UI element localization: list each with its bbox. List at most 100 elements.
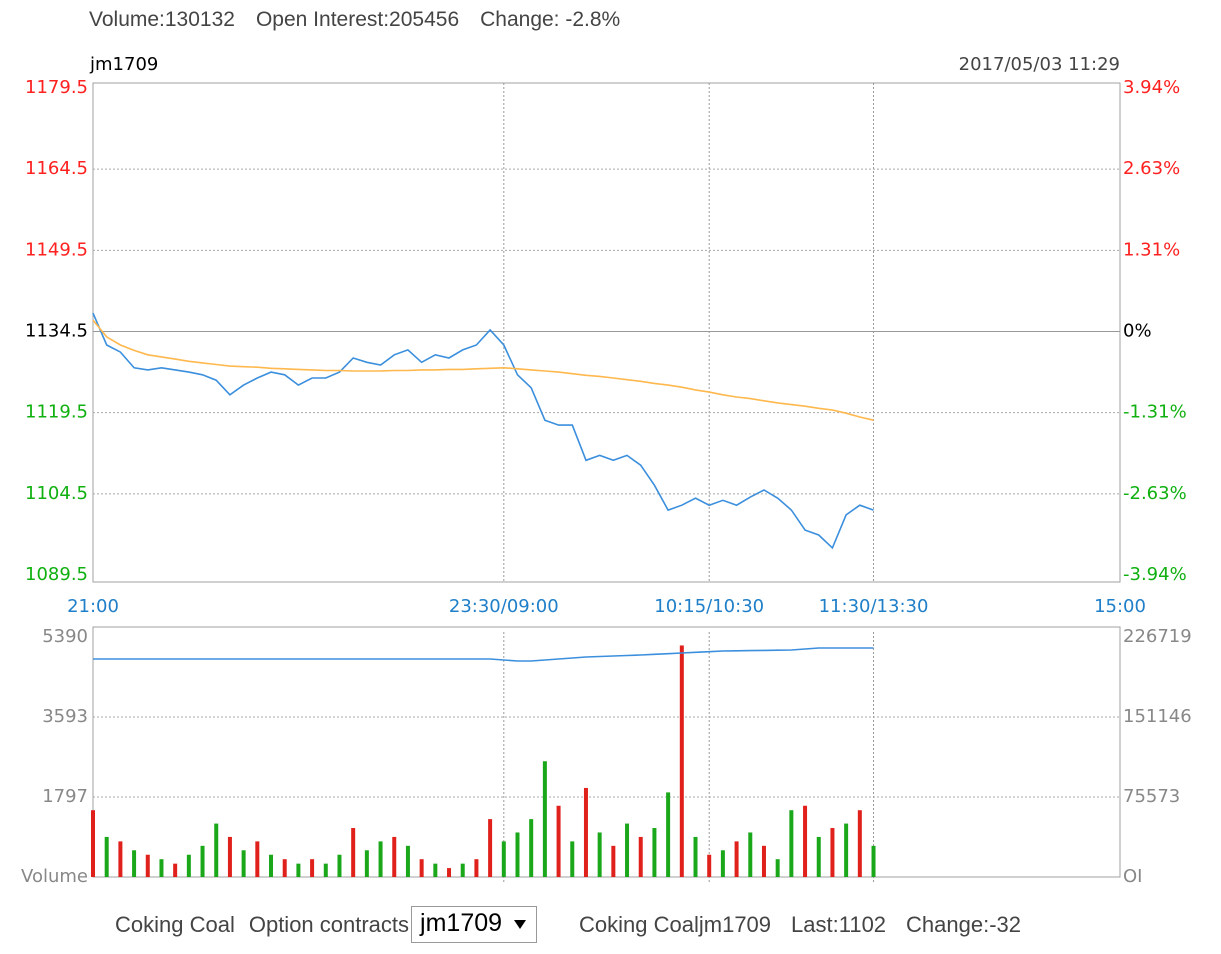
volume-bar [433, 863, 438, 877]
y-tick-label: Volume [21, 866, 88, 887]
y2-tick-label: 2.63% [1123, 158, 1180, 179]
line [92, 319, 874, 421]
y2-tick-label: 75573 [1123, 786, 1180, 807]
volume-bar [145, 854, 150, 877]
volume-bar [296, 863, 301, 877]
volume-bar [803, 805, 808, 877]
change: Change:-32 [906, 911, 1022, 937]
volume-bar [707, 854, 712, 877]
option-label: Option contracts [248, 911, 410, 937]
volume-bar [748, 832, 753, 877]
volume-bar [871, 845, 876, 877]
volume-bar [679, 645, 684, 877]
volume-bar [310, 859, 315, 877]
timestamp: 2017/05/03 11:29 [959, 54, 1120, 75]
volume-bar [652, 828, 657, 877]
y-tick-label: 1089.5 [25, 564, 88, 585]
y-tick-label: 1104.5 [25, 483, 88, 504]
line [93, 647, 874, 662]
volume-bar [378, 841, 383, 877]
volume-bar [214, 823, 219, 877]
y-tick-label: 1119.5 [25, 402, 88, 423]
volume-bar [364, 850, 369, 877]
volume-bar [816, 836, 821, 877]
y2-tick-label: -2.63% [1123, 483, 1187, 504]
volume-bar [227, 836, 232, 877]
y2-tick-label: 1.31% [1123, 240, 1180, 261]
volume-bar [392, 836, 397, 877]
x-tick-label: 15:00 [1094, 596, 1146, 617]
volume-bar [844, 823, 849, 877]
change: Change: -2.8% [480, 8, 621, 31]
volume-bar [556, 805, 561, 877]
y-tick-label: 1797 [42, 786, 88, 807]
price-frame [92, 82, 1121, 583]
volume-bar [460, 863, 465, 877]
volume-bar [186, 854, 191, 877]
volume-bar [488, 819, 493, 877]
x-tick-label: 11:30/13:30 [819, 596, 929, 617]
volume-bar [857, 810, 862, 877]
line [92, 312, 874, 550]
volume-bar [173, 863, 178, 877]
volume-bar [104, 836, 109, 877]
y-tick-label: 1179.5 [25, 77, 88, 98]
volume-bar [625, 823, 630, 877]
volume-bar [323, 863, 328, 877]
y2-tick-label: 3.94% [1123, 77, 1180, 98]
y2-tick-label: 226719 [1123, 626, 1192, 647]
volume-bar [529, 819, 534, 877]
volume-bar [91, 810, 95, 877]
y-tick-label: 1164.5 [25, 158, 88, 179]
volume-bar [282, 859, 287, 877]
last: Last:1102 [791, 911, 887, 937]
x-tick-label: 23:30/09:00 [449, 596, 559, 617]
volume-bar [638, 836, 643, 877]
volume-bar [734, 841, 739, 877]
volume-bar [405, 845, 410, 877]
contract-name: Coking Coaljm1709 [579, 911, 772, 937]
x-tick-label: 21:00 [67, 596, 119, 617]
volume-bar [597, 832, 602, 877]
y-tick-label: 1149.5 [25, 239, 88, 260]
y2-tick-label: -1.31% [1123, 401, 1187, 422]
volume-bar [775, 859, 780, 877]
y-tick-label: 1134.5 [25, 321, 88, 342]
volume-bar [789, 810, 794, 877]
volume-bar [159, 859, 164, 877]
contract-select[interactable]: jm1709 [411, 906, 538, 943]
y-tick-label: 5390 [42, 626, 88, 647]
volume-bar [255, 841, 260, 877]
volume-bar [570, 841, 575, 877]
volume: Volume:130132 [89, 8, 235, 31]
contract[interactable]: jm1709 [420, 909, 503, 937]
volume-bar [269, 854, 274, 877]
y2-tick-label: OI [1123, 866, 1142, 887]
volume-bar [720, 850, 725, 877]
volume-bar [830, 828, 835, 877]
volume-bar [132, 850, 137, 877]
symbol: jm1709 [89, 54, 158, 75]
open-interest: Open Interest:205456 [255, 8, 460, 31]
volume-bar [693, 836, 698, 877]
footer: Coking Coal Option contracts jm1709 Coki… [115, 906, 1021, 943]
volume-bar [419, 859, 424, 877]
product: Coking Coal [115, 911, 235, 937]
volume-bar [611, 845, 616, 877]
volume-bar [761, 845, 766, 877]
volume-bar [337, 854, 342, 877]
volume-bar [666, 792, 671, 877]
volume-frame [92, 626, 1121, 878]
volume-bar [542, 761, 547, 877]
y2-tick-label: -3.94% [1123, 564, 1187, 585]
header: Volume:130132 Open Interest:205456 Chang… [89, 8, 620, 32]
chart: jm1709 2017/05/03 11:29 21:00 23:30/09:00… [21, 54, 1192, 887]
volume-bar [241, 850, 246, 877]
volume-bar [501, 841, 506, 877]
volume-bar [515, 832, 520, 877]
y2-tick-label: 151146 [1123, 706, 1192, 727]
x-tick-label: 10:15/10:30 [654, 596, 764, 617]
y-tick-label: 3593 [42, 706, 88, 727]
volume-bar [583, 787, 588, 877]
